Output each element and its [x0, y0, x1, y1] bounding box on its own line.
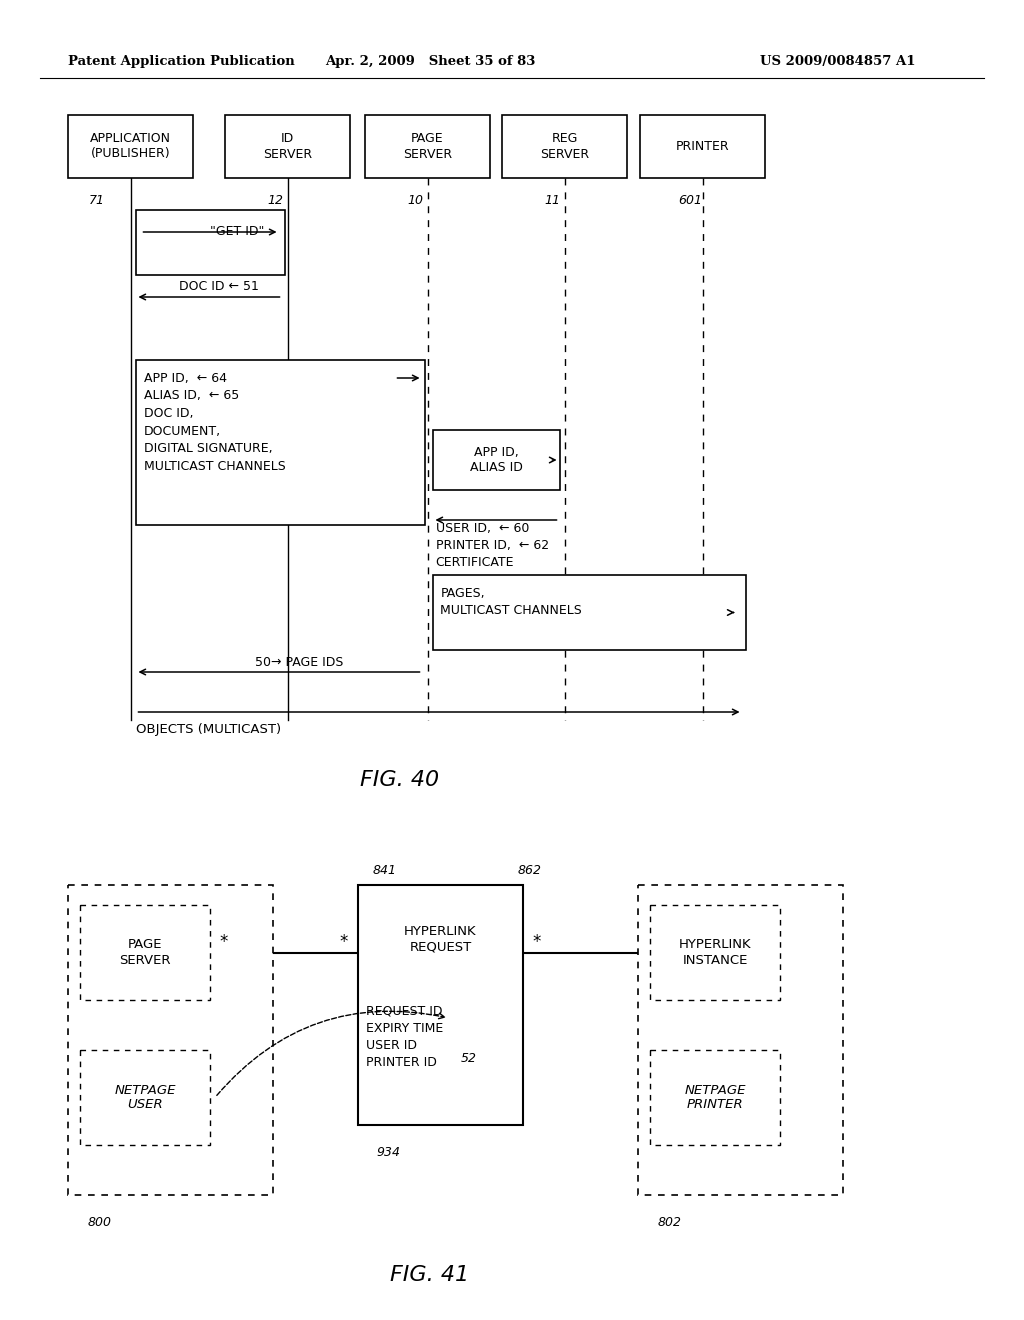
Text: 934: 934	[376, 1147, 400, 1159]
Bar	[80, 1049, 210, 1144]
Text: 601: 601	[679, 194, 702, 206]
Bar	[650, 1049, 780, 1144]
Text: FIG. 41: FIG. 41	[390, 1265, 470, 1284]
Text: 10: 10	[408, 194, 424, 206]
Text: 50→ PAGE IDS: 50→ PAGE IDS	[255, 656, 343, 668]
Bar	[650, 906, 780, 1001]
Text: 802: 802	[658, 1217, 682, 1229]
Text: DOC ID ← 51: DOC ID ← 51	[179, 281, 259, 293]
Bar	[135, 360, 425, 525]
Bar	[135, 210, 285, 275]
Text: APP ID,
ALIAS ID: APP ID, ALIAS ID	[470, 446, 522, 474]
Text: 11: 11	[545, 194, 560, 206]
Bar	[80, 906, 210, 1001]
Text: APPLICATION
(PUBLISHER): APPLICATION (PUBLISHER)	[90, 132, 171, 161]
Bar	[365, 115, 490, 178]
Text: PAGE
SERVER: PAGE SERVER	[402, 132, 452, 161]
Text: PAGE
SERVER: PAGE SERVER	[119, 939, 171, 966]
Text: PAGES,
MULTICAST CHANNELS: PAGES, MULTICAST CHANNELS	[440, 587, 583, 616]
Text: HYPERLINK
INSTANCE: HYPERLINK INSTANCE	[679, 939, 752, 966]
Bar	[638, 884, 843, 1195]
Text: FIG. 40: FIG. 40	[360, 770, 439, 789]
Bar	[225, 115, 350, 178]
Text: 800: 800	[88, 1217, 112, 1229]
Bar	[432, 430, 559, 490]
Text: US 2009/0084857 A1: US 2009/0084857 A1	[760, 55, 915, 69]
Text: 71: 71	[88, 194, 104, 206]
Bar	[358, 884, 523, 1125]
Text: PRINTER: PRINTER	[676, 140, 729, 153]
Text: NETPAGE
USER: NETPAGE USER	[115, 1084, 176, 1111]
Text: HYPERLINK
REQUEST: HYPERLINK REQUEST	[404, 925, 477, 953]
Text: *: *	[340, 933, 348, 952]
Text: 841: 841	[373, 863, 397, 876]
Text: 52: 52	[461, 1052, 477, 1064]
Text: REG
SERVER: REG SERVER	[540, 132, 589, 161]
Text: 12: 12	[267, 194, 284, 206]
Bar	[68, 115, 193, 178]
Text: Apr. 2, 2009   Sheet 35 of 83: Apr. 2, 2009 Sheet 35 of 83	[325, 55, 536, 69]
Text: 862: 862	[518, 863, 542, 876]
Bar	[68, 884, 273, 1195]
Text: ID
SERVER: ID SERVER	[263, 132, 312, 161]
Text: *: *	[532, 933, 542, 952]
Text: APP ID,  ← 64
ALIAS ID,  ← 65
DOC ID,
DOCUMENT,
DIGITAL SIGNATURE,
MULTICAST CHA: APP ID, ← 64 ALIAS ID, ← 65 DOC ID, DOCU…	[143, 372, 286, 473]
Text: REQUEST ID
EXPIRY TIME
USER ID
PRINTER ID: REQUEST ID EXPIRY TIME USER ID PRINTER I…	[366, 1005, 443, 1069]
Text: *: *	[220, 933, 228, 952]
Text: USER ID,  ← 60
PRINTER ID,  ← 62
CERTIFICATE: USER ID, ← 60 PRINTER ID, ← 62 CERTIFICA…	[435, 521, 549, 569]
Text: NETPAGE
PRINTER: NETPAGE PRINTER	[684, 1084, 745, 1111]
Text: "GET ID": "GET ID"	[210, 226, 264, 238]
Bar	[432, 576, 745, 649]
Bar	[502, 115, 627, 178]
Text: OBJECTS (MULTICAST): OBJECTS (MULTICAST)	[135, 723, 281, 737]
Bar	[640, 115, 765, 178]
Text: Patent Application Publication: Patent Application Publication	[68, 55, 295, 69]
